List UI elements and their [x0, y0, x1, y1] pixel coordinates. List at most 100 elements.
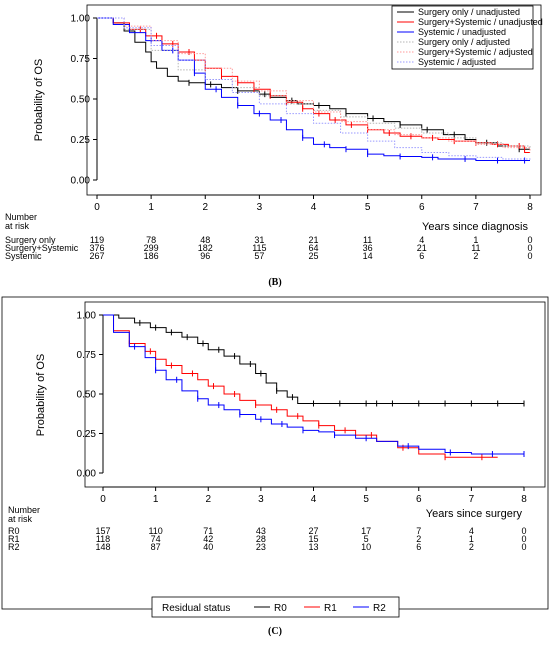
- risk-count: 299: [144, 243, 159, 253]
- risk-count: 25: [308, 251, 318, 261]
- legend-label: R2: [373, 603, 386, 614]
- x-tick-label: 4: [311, 202, 317, 213]
- risk-count: 157: [95, 526, 110, 536]
- risk-count: 48: [200, 235, 210, 245]
- x-axis-label: Years since surgery: [426, 508, 523, 520]
- risk-count: 186: [144, 251, 159, 261]
- risk-count: 36: [363, 243, 373, 253]
- x-tick-label: 4: [311, 494, 317, 505]
- risk-count: 115: [252, 243, 266, 253]
- x-tick-label: 7: [473, 202, 479, 213]
- risk-row-label: Surgery only: [5, 235, 56, 245]
- risk-count: 0: [527, 251, 532, 261]
- risk-count: 11: [363, 235, 372, 245]
- risk-count: 182: [198, 243, 213, 253]
- y-tick-label: 0.75: [77, 350, 97, 361]
- risk-count: 7: [416, 526, 421, 536]
- risk-count: 28: [256, 534, 266, 544]
- series-line-systemic-unadjusted: [97, 17, 530, 162]
- x-tick-label: 2: [205, 494, 211, 505]
- y-tick-label: 0.25: [71, 135, 91, 146]
- risk-count: 267: [89, 251, 104, 261]
- risk-row-label: R2: [8, 542, 20, 552]
- x-tick-label: 3: [257, 202, 263, 213]
- legend: Surgery only / unadjusted Surgery+Systemi…: [391, 5, 543, 70]
- risk-count: 6: [416, 542, 421, 552]
- x-tick-label: 5: [363, 494, 369, 505]
- risk-count: 96: [200, 251, 210, 261]
- x-tick-label: 1: [153, 494, 159, 505]
- risk-count: 0: [521, 526, 526, 536]
- risk-count: 10: [361, 542, 371, 552]
- legend-label: Surgery only / unadjusted: [418, 7, 520, 17]
- y-tick-label: 0.75: [71, 54, 91, 65]
- panel-c: Probability of OS Years since surgery (C…: [1, 296, 549, 637]
- x-tick-label: 0: [94, 202, 100, 213]
- risk-row-label: Systemic: [5, 251, 42, 261]
- risk-count: 14: [363, 251, 373, 261]
- x-axis-label: Years since diagnosis: [422, 221, 528, 233]
- risk-count: 2: [469, 542, 474, 552]
- y-tick-label: 0.50: [77, 390, 97, 401]
- x-tick-label: 8: [527, 202, 533, 213]
- series-line-surgery-systemic-adjusted: [97, 17, 531, 153]
- x-tick-label: 8: [521, 494, 527, 505]
- panel-label: (C): [268, 626, 282, 637]
- risk-count: 4: [419, 235, 424, 245]
- legend-box: [391, 5, 534, 70]
- x-tick-label: 7: [469, 494, 475, 505]
- risk-count: 2: [473, 251, 478, 261]
- risk-count: 27: [308, 526, 318, 536]
- risk-count: 13: [308, 542, 318, 552]
- risk-count: 74: [151, 534, 161, 544]
- series-line-systemic-adjusted: [97, 17, 531, 161]
- risk-count: 42: [203, 534, 213, 544]
- legend-title: Residual status: [162, 603, 230, 614]
- series-line-r2: [103, 314, 524, 455]
- risk-count: 57: [254, 251, 264, 261]
- x-tick-label: 6: [419, 202, 425, 213]
- panel-label: (B): [268, 277, 281, 288]
- x-tick-label: 1: [148, 202, 154, 213]
- y-tick-label: 0.00: [71, 176, 91, 187]
- legend-box: [151, 596, 400, 618]
- legend-label: Systemic / adjusted: [418, 57, 496, 67]
- risk-count: 71: [203, 526, 213, 536]
- risk-count: 0: [527, 235, 532, 245]
- risk-count: 43: [256, 526, 266, 536]
- legend-label: R0: [274, 603, 287, 614]
- x-tick-label: 6: [416, 494, 422, 505]
- risk-table-title: at risk: [5, 221, 30, 231]
- x-tick-label: 3: [258, 494, 264, 505]
- risk-count: 110: [148, 526, 162, 536]
- y-axis-label: Probability of OS: [35, 354, 47, 437]
- risk-count: 21: [308, 235, 318, 245]
- risk-count: 5: [364, 534, 369, 544]
- risk-count: 0: [521, 542, 526, 552]
- series-line-r0: [103, 314, 524, 404]
- risk-count: 31: [254, 235, 264, 245]
- panel-b: Probability of OS Years since diagnosis …: [5, 4, 543, 288]
- y-axis-label: Probability of OS: [33, 59, 45, 142]
- risk-count: 21: [417, 243, 427, 253]
- risk-count: 0: [527, 243, 532, 253]
- legend-label: Systemic / unadjusted: [418, 27, 506, 37]
- risk-row-label: R0: [8, 526, 20, 536]
- risk-count: 17: [361, 526, 371, 536]
- plot-frame: [84, 301, 546, 488]
- legend: Residual status R0 R1 R2: [151, 596, 400, 618]
- series-line-surgery-only-unadjusted: [97, 17, 530, 150]
- risk-count: 0: [521, 534, 526, 544]
- legend-label: Surgery+Systemic / adjusted: [418, 47, 533, 57]
- x-tick-label: 2: [202, 202, 208, 213]
- risk-row-label: R1: [8, 534, 20, 544]
- legend-label: Surgery only / adjusted: [418, 37, 510, 47]
- risk-count: 78: [146, 235, 156, 245]
- risk-count: 87: [151, 542, 161, 552]
- risk-count: 1: [473, 235, 478, 245]
- risk-count: 148: [95, 542, 110, 552]
- risk-count: 15: [308, 534, 318, 544]
- risk-count: 2: [416, 534, 421, 544]
- y-tick-label: 0.25: [77, 429, 97, 440]
